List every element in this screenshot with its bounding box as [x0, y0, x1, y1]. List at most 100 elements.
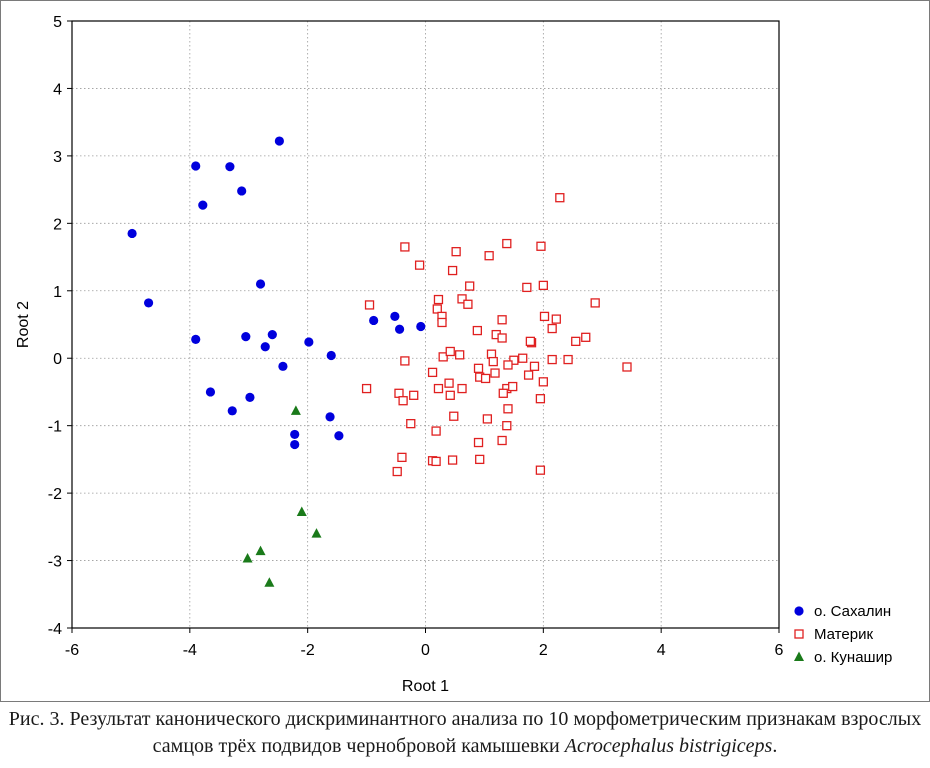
x-tick-label: 6: [775, 642, 784, 659]
data-point-mainland: [447, 455, 458, 465]
data-point-mainland: [433, 383, 444, 394]
data-point-sakhalin: [334, 431, 344, 441]
data-point-sakhalin: [191, 334, 201, 344]
data-point-sakhalin: [290, 429, 300, 440]
data-point-mainland: [522, 282, 532, 293]
data-point-mainland: [406, 418, 416, 429]
data-point-sakhalin: [127, 228, 137, 239]
y-axis-title: Root 2: [15, 301, 32, 348]
data-point-mainland: [535, 394, 546, 404]
x-tick-label: -6: [65, 642, 79, 659]
data-point-mainland: [538, 377, 548, 387]
y-tick-label: -2: [48, 486, 62, 503]
legend-marker-sakhalin: [794, 606, 804, 616]
data-point-mainland: [518, 353, 528, 363]
data-point-mainland: [571, 336, 581, 347]
data-point-mainland: [473, 363, 484, 373]
y-tick-label: 1: [53, 284, 62, 301]
series-sakhalin: [127, 136, 426, 450]
data-point-sakhalin: [198, 200, 208, 210]
data-point-mainland: [445, 390, 455, 400]
data-point-mainland: [482, 414, 493, 424]
series-kunashir: [242, 405, 322, 587]
x-tick-label: -2: [301, 642, 315, 659]
data-point-sakhalin: [245, 392, 255, 402]
data-point-mainland: [498, 388, 508, 398]
data-point-mainland: [400, 242, 410, 252]
data-point-sakhalin: [278, 361, 288, 371]
data-point-sakhalin: [143, 298, 154, 308]
data-point-mainland: [438, 352, 448, 362]
data-point-mainland: [503, 360, 513, 370]
data-point-mainland: [463, 299, 473, 309]
data-point-mainland: [535, 465, 546, 475]
data-point-mainland: [590, 298, 600, 308]
data-point-kunashir: [311, 528, 322, 538]
data-point-mainland: [497, 435, 507, 446]
data-point-mainland: [480, 373, 491, 384]
legend-item-sakhalin: о. Сахалин: [794, 603, 891, 620]
data-point-kunashir: [242, 553, 253, 563]
data-point-mainland: [465, 281, 475, 291]
data-point-mainland: [361, 383, 372, 394]
data-point-mainland: [400, 356, 410, 366]
data-point-mainland: [398, 396, 408, 406]
data-point-sakhalin: [326, 350, 336, 361]
data-point-kunashir: [290, 405, 301, 415]
y-tick-label: 3: [53, 149, 62, 166]
x-axis-title: Root 1: [402, 678, 449, 695]
data-point-mainland: [414, 260, 425, 270]
y-tick-label: 5: [53, 14, 62, 31]
figure-caption: Рис. 3. Результат канонического дискрими…: [0, 706, 930, 760]
legend-item-mainland: Материк: [794, 626, 873, 643]
data-point-sakhalin: [255, 279, 266, 289]
data-point-sakhalin: [267, 330, 277, 340]
data-point-mainland: [445, 346, 455, 357]
data-point-sakhalin: [325, 412, 335, 422]
data-point-mainland: [547, 354, 557, 365]
legend-item-kunashir: о. Кунашир: [794, 649, 892, 666]
data-point-sakhalin: [205, 387, 216, 397]
data-point-mainland: [409, 390, 419, 400]
data-point-mainland: [581, 332, 591, 342]
data-point-sakhalin: [304, 337, 314, 347]
data-point-mainland: [392, 466, 402, 477]
y-tick-label: -3: [48, 554, 62, 571]
data-point-sakhalin: [274, 136, 284, 146]
data-point-sakhalin: [191, 161, 201, 171]
data-points: [127, 136, 632, 587]
data-point-mainland: [551, 314, 561, 324]
data-point-sakhalin: [227, 406, 237, 416]
legend-label-mainland: Материк: [814, 626, 873, 643]
grid-lines: [72, 21, 779, 628]
data-point-mainland: [431, 426, 441, 436]
data-point-mainland: [432, 304, 442, 314]
data-point-mainland: [437, 317, 447, 328]
data-point-mainland: [539, 311, 550, 322]
data-point-mainland: [431, 456, 441, 467]
x-tick-label: 4: [657, 642, 666, 659]
legend-marker-mainland: [794, 629, 804, 639]
data-point-kunashir: [264, 577, 275, 587]
data-point-mainland: [457, 294, 467, 304]
x-tick-label: 2: [539, 642, 548, 659]
data-point-mainland: [525, 336, 536, 347]
legend-label-sakhalin: о. Сахалин: [814, 603, 891, 620]
caption-end: .: [772, 735, 778, 757]
x-tick-label: 0: [421, 642, 430, 659]
data-point-mainland: [529, 361, 540, 371]
data-point-mainland: [503, 404, 513, 414]
data-point-kunashir: [255, 545, 266, 556]
data-point-sakhalin: [241, 332, 251, 342]
chart-frame: -6 -4 -2 0 2 4 6 -4 -3 -2 -1 0 1 2 3 4 5 Root 1 Root 2 о…: [0, 0, 930, 702]
data-point-mainland: [451, 247, 461, 257]
data-point-mainland: [502, 421, 512, 431]
y-tick-label: -1: [48, 419, 62, 436]
data-point-sakhalin: [390, 311, 400, 322]
y-tick-label: 0: [53, 351, 62, 368]
data-point-mainland: [538, 280, 548, 291]
data-point-mainland: [497, 315, 507, 325]
data-point-mainland: [563, 354, 573, 365]
data-point-mainland: [484, 251, 494, 261]
